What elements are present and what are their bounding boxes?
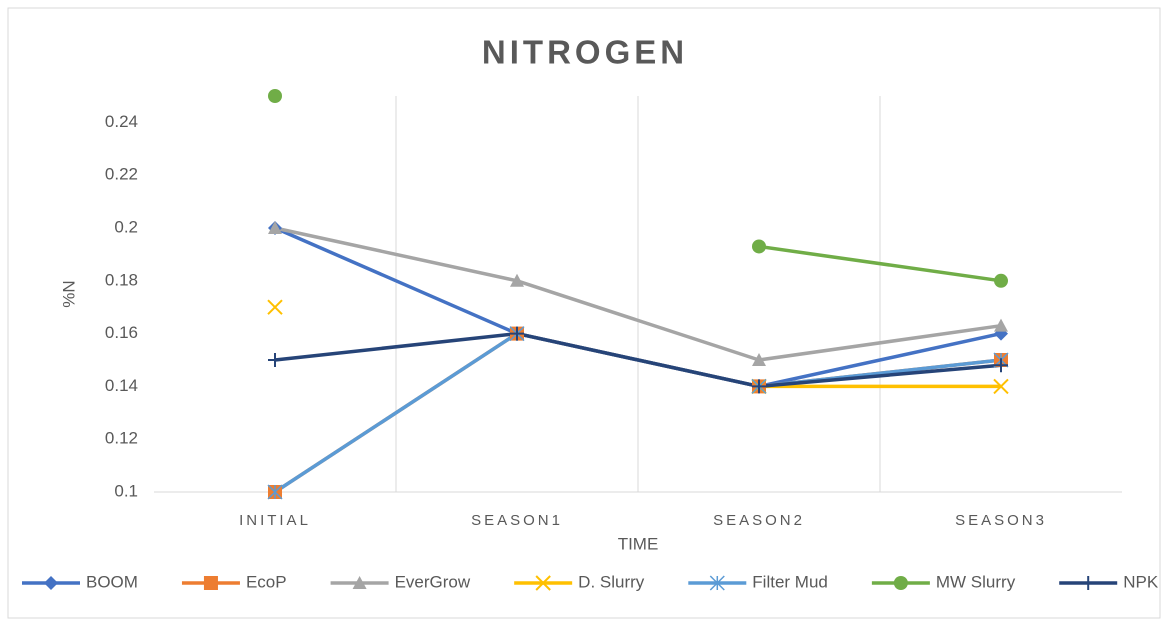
legend-item: EcoP <box>181 572 287 591</box>
marker <box>893 576 908 590</box>
marker <box>510 273 524 287</box>
marker <box>268 353 282 367</box>
marker <box>994 318 1008 332</box>
marker <box>994 273 1008 288</box>
y-tick-label: 0.24 <box>105 112 138 131</box>
y-axis-label: %N <box>59 280 78 307</box>
marker-shape <box>1081 576 1096 590</box>
series-line <box>274 331 1002 389</box>
legend-item: EverGrow <box>330 572 471 591</box>
marker-shape <box>267 299 283 315</box>
y-tick-label: 0.22 <box>105 165 138 184</box>
marker <box>994 358 1008 373</box>
marker <box>203 576 218 590</box>
marker <box>267 484 283 500</box>
marker-shape <box>752 353 766 366</box>
legend-label: EverGrow <box>395 572 471 591</box>
legend-item: Filter Mud <box>688 572 828 591</box>
series-line <box>274 226 1002 362</box>
marker-shape <box>268 221 282 234</box>
x-axis-label: TIME <box>618 534 659 553</box>
y-tick-label: 0.18 <box>105 270 138 289</box>
marker <box>993 378 1009 395</box>
marker-shape <box>268 353 282 367</box>
marker <box>352 576 367 589</box>
legend-item: NPK <box>1059 572 1159 591</box>
marker <box>1081 576 1096 590</box>
marker-shape <box>352 576 367 589</box>
marker <box>752 353 766 366</box>
legend-item: BOOM <box>22 572 138 591</box>
marker-shape <box>268 89 282 103</box>
marker-shape <box>994 358 1008 373</box>
marker <box>268 221 282 234</box>
marker <box>268 89 282 103</box>
marker-shape <box>510 273 524 287</box>
marker-shape <box>203 576 218 590</box>
legend-label: NPK <box>1123 572 1159 591</box>
chart-title: NITROGEN <box>482 34 688 71</box>
legend-label: MW Slurry <box>936 572 1016 591</box>
marker <box>709 575 725 591</box>
marker <box>752 379 766 394</box>
marker-shape <box>993 378 1009 395</box>
x-tick-label: INITIAL <box>239 512 311 529</box>
y-tick-label: 0.1 <box>114 481 138 500</box>
y-tick-label: 0.12 <box>105 429 138 448</box>
marker-shape <box>994 273 1008 288</box>
marker-shape <box>893 576 908 590</box>
legend-item: MW Slurry <box>871 572 1016 591</box>
marker-shape <box>510 326 524 341</box>
marker-shape <box>994 318 1008 332</box>
series-line <box>758 244 1002 283</box>
marker-shape <box>709 575 725 591</box>
marker <box>267 299 283 315</box>
marker-shape <box>752 239 766 254</box>
marker-shape <box>267 484 283 500</box>
y-tick-label: 0.2 <box>114 217 138 236</box>
y-tick-label: 0.14 <box>105 376 138 395</box>
marker-shape <box>752 379 766 394</box>
marker-shape <box>535 575 551 591</box>
marker <box>44 576 58 590</box>
chart-frame <box>7 7 1161 619</box>
x-tick-label: SEASON1 <box>471 512 563 529</box>
legend-item: D. Slurry <box>514 572 645 591</box>
x-tick-label: SEASON3 <box>955 512 1047 529</box>
legend-label: D. Slurry <box>578 572 645 591</box>
marker-shape <box>44 576 58 590</box>
marker <box>752 239 766 254</box>
marker <box>535 575 551 591</box>
legend-label: BOOM <box>86 572 138 591</box>
legend-label: EcoP <box>246 572 287 591</box>
y-tick-label: 0.16 <box>105 323 138 342</box>
legend-label: Filter Mud <box>752 572 828 591</box>
marker <box>510 326 524 341</box>
x-tick-label: SEASON2 <box>713 512 805 529</box>
